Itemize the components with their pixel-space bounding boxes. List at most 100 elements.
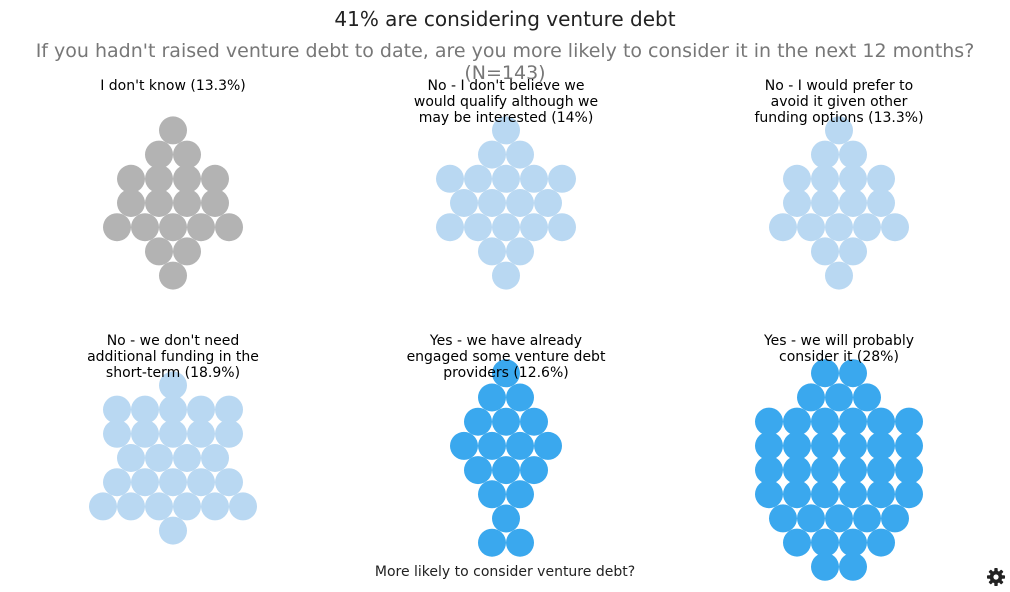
dot-mark[interactable] bbox=[173, 164, 201, 193]
dot-mark[interactable] bbox=[783, 480, 811, 509]
dot-mark[interactable] bbox=[867, 456, 895, 484]
dot-mark[interactable] bbox=[173, 444, 201, 472]
dot-mark[interactable] bbox=[131, 395, 159, 424]
dot-mark[interactable] bbox=[839, 456, 867, 484]
dot-mark[interactable] bbox=[173, 492, 201, 521]
dot-mark[interactable] bbox=[506, 480, 534, 509]
dot-mark[interactable] bbox=[506, 528, 534, 557]
dot-mark[interactable] bbox=[492, 164, 520, 193]
dot-mark[interactable] bbox=[436, 164, 464, 193]
dot-mark[interactable] bbox=[173, 189, 201, 217]
dot-mark[interactable] bbox=[867, 480, 895, 509]
dot-mark[interactable] bbox=[867, 407, 895, 436]
dot-mark[interactable] bbox=[839, 164, 867, 193]
dot-mark[interactable] bbox=[895, 431, 923, 460]
dot-mark[interactable] bbox=[103, 213, 131, 242]
dot-mark[interactable] bbox=[839, 480, 867, 509]
dot-mark[interactable] bbox=[478, 383, 506, 412]
dot-mark[interactable] bbox=[159, 213, 187, 242]
dot-mark[interactable] bbox=[201, 444, 229, 472]
dot-mark[interactable] bbox=[811, 237, 839, 266]
dot-mark[interactable] bbox=[825, 261, 853, 290]
dot-mark[interactable] bbox=[839, 407, 867, 436]
dot-mark[interactable] bbox=[103, 468, 131, 497]
dot-mark[interactable] bbox=[797, 383, 825, 412]
dot-mark[interactable] bbox=[173, 237, 201, 266]
dot-mark[interactable] bbox=[492, 213, 520, 242]
dot-mark[interactable] bbox=[478, 480, 506, 509]
dot-mark[interactable] bbox=[825, 504, 853, 533]
dot-mark[interactable] bbox=[145, 492, 173, 521]
dot-mark[interactable] bbox=[506, 431, 534, 460]
dot-mark[interactable] bbox=[145, 140, 173, 169]
dot-mark[interactable] bbox=[506, 189, 534, 217]
dot-mark[interactable] bbox=[201, 164, 229, 193]
dot-mark[interactable] bbox=[520, 213, 548, 242]
dot-mark[interactable] bbox=[895, 480, 923, 509]
dot-mark[interactable] bbox=[187, 419, 215, 448]
dot-mark[interactable] bbox=[520, 456, 548, 485]
dot-mark[interactable] bbox=[853, 383, 881, 412]
dot-mark[interactable] bbox=[187, 213, 215, 242]
dot-mark[interactable] bbox=[520, 164, 548, 193]
dot-mark[interactable] bbox=[103, 395, 131, 424]
dot-mark[interactable] bbox=[783, 189, 811, 217]
dot-mark[interactable] bbox=[492, 456, 520, 485]
dot-mark[interactable] bbox=[436, 213, 464, 242]
dot-mark[interactable] bbox=[464, 213, 492, 242]
dot-mark[interactable] bbox=[131, 468, 159, 497]
dot-mark[interactable] bbox=[797, 213, 825, 242]
dot-mark[interactable] bbox=[811, 164, 839, 193]
dot-mark[interactable] bbox=[187, 395, 215, 424]
dot-mark[interactable] bbox=[811, 140, 839, 169]
dot-mark[interactable] bbox=[145, 237, 173, 266]
dot-mark[interactable] bbox=[506, 140, 534, 169]
dot-mark[interactable] bbox=[117, 164, 145, 193]
dot-mark[interactable] bbox=[867, 528, 895, 557]
dot-mark[interactable] bbox=[117, 189, 145, 217]
dot-mark[interactable] bbox=[492, 116, 520, 145]
dot-mark[interactable] bbox=[534, 189, 562, 217]
dot-mark[interactable] bbox=[755, 456, 783, 484]
dot-mark[interactable] bbox=[769, 213, 797, 242]
dot-mark[interactable] bbox=[492, 359, 520, 388]
dot-mark[interactable] bbox=[811, 528, 839, 557]
dot-mark[interactable] bbox=[478, 189, 506, 217]
dot-mark[interactable] bbox=[867, 431, 895, 460]
dot-mark[interactable] bbox=[839, 189, 867, 217]
gear-icon[interactable] bbox=[986, 567, 1006, 587]
dot-mark[interactable] bbox=[103, 419, 131, 448]
dot-mark[interactable] bbox=[881, 504, 909, 533]
dot-mark[interactable] bbox=[159, 395, 187, 424]
dot-mark[interactable] bbox=[215, 395, 243, 424]
dot-mark[interactable] bbox=[159, 419, 187, 448]
dot-mark[interactable] bbox=[159, 371, 187, 400]
dot-mark[interactable] bbox=[755, 407, 783, 436]
dot-mark[interactable] bbox=[881, 213, 909, 242]
dot-mark[interactable] bbox=[159, 516, 187, 545]
dot-mark[interactable] bbox=[145, 189, 173, 217]
dot-mark[interactable] bbox=[825, 383, 853, 412]
dot-mark[interactable] bbox=[839, 552, 867, 581]
dot-mark[interactable] bbox=[755, 431, 783, 460]
dot-mark[interactable] bbox=[492, 407, 520, 436]
dot-mark[interactable] bbox=[131, 419, 159, 448]
dot-mark[interactable] bbox=[520, 407, 548, 436]
dot-mark[interactable] bbox=[187, 468, 215, 497]
dot-mark[interactable] bbox=[839, 528, 867, 557]
dot-mark[interactable] bbox=[506, 383, 534, 412]
dot-mark[interactable] bbox=[229, 492, 257, 521]
dot-mark[interactable] bbox=[215, 468, 243, 497]
dot-mark[interactable] bbox=[464, 407, 492, 436]
dot-mark[interactable] bbox=[534, 431, 562, 460]
dot-mark[interactable] bbox=[783, 407, 811, 436]
dot-mark[interactable] bbox=[839, 237, 867, 266]
dot-mark[interactable] bbox=[797, 504, 825, 533]
dot-mark[interactable] bbox=[159, 261, 187, 290]
dot-mark[interactable] bbox=[492, 261, 520, 290]
dot-mark[interactable] bbox=[159, 468, 187, 497]
dot-mark[interactable] bbox=[464, 164, 492, 193]
dot-mark[interactable] bbox=[159, 116, 187, 145]
dot-mark[interactable] bbox=[215, 213, 243, 242]
dot-mark[interactable] bbox=[783, 456, 811, 484]
